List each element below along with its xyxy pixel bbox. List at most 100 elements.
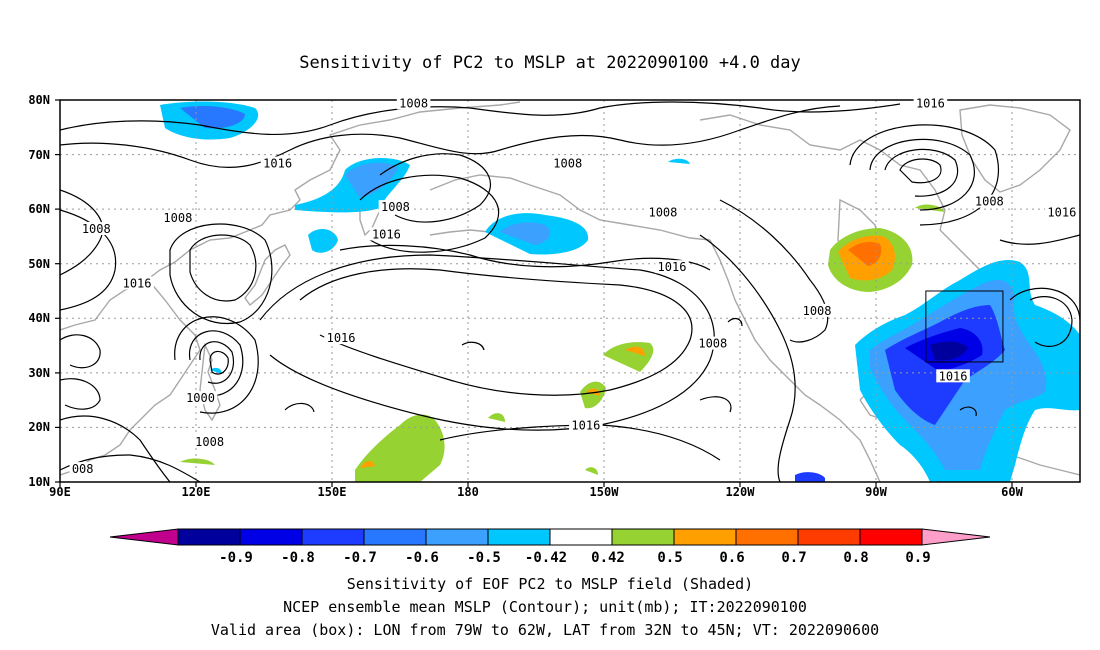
- contour-mid-1008: [60, 189, 104, 276]
- contour-label-bg: [1045, 205, 1079, 219]
- contour-label-bg: [183, 391, 218, 405]
- contour-atlantic-high: [1029, 296, 1073, 347]
- contour-west-wiggle-2: [60, 378, 101, 410]
- contour-label-bg: [646, 205, 680, 219]
- contour-label: 1016: [1047, 206, 1076, 220]
- colorbar-tick-label: -0.6: [405, 550, 439, 566]
- colorbar-box: [363, 528, 427, 546]
- contour-east-atlantic: [999, 234, 1080, 245]
- lon-label-120e: 120E: [182, 485, 211, 499]
- colorbar-max-triangle: [921, 528, 991, 546]
- colorbar-box: [797, 528, 861, 546]
- colorbar-tick-label: 0.6: [719, 550, 744, 566]
- contour-labels: 1008 1016 1016 1008 1008 1008 1016 1008 1008 1016…: [69, 96, 1079, 476]
- colorbar-box: [239, 528, 303, 546]
- contour-label: 1008: [803, 304, 832, 318]
- colorbar-box: [859, 528, 923, 546]
- contour-label-bg: [192, 434, 227, 448]
- contour-small-2: [727, 317, 743, 327]
- contour-west-wiggle: [60, 334, 101, 369]
- colorbar-tick-label: -0.42: [525, 550, 567, 566]
- contour-small-1: [461, 341, 485, 351]
- contour-typhoon-4: [174, 316, 259, 414]
- contour-label-bg: [396, 96, 431, 110]
- colorbar-tick-label: -0.7: [343, 550, 377, 566]
- contour-label: 1016: [327, 331, 356, 345]
- map-frame: [59, 99, 1081, 483]
- contour-label: 1008: [648, 206, 677, 220]
- contour-label: 1016: [123, 277, 152, 291]
- map-panel: 1008 1016 1016 1008 1008 1008 1016 1008 1008 1016…: [28, 93, 1081, 499]
- contour-pacific-high: [299, 268, 693, 396]
- contour-label: 1008: [975, 195, 1004, 209]
- coastline-japan: [244, 244, 291, 307]
- valid-area-box: [925, 290, 1004, 363]
- contour-label: 1016: [916, 96, 945, 110]
- contour-label-bg: [696, 336, 730, 350]
- contour-label-bg: [79, 221, 114, 235]
- lat-label-20n: 20N: [28, 420, 50, 434]
- contour-small-4: [959, 406, 977, 417]
- contour-label: 1016: [372, 227, 401, 241]
- contour-label-bg: [378, 200, 413, 214]
- contour-label-bg: [972, 194, 1007, 208]
- contour-label: 1008: [195, 435, 224, 449]
- contour-label: 1016: [658, 260, 687, 274]
- contour-bering-low-2: [359, 174, 500, 253]
- contour-label-bg: [69, 462, 96, 476]
- contour-label: 1016: [263, 156, 292, 170]
- contour-typhoon-3: [189, 330, 244, 397]
- lon-axis: 90E 120E 150E 180 150W 120W 90W 60W: [49, 482, 1024, 499]
- gridlines: [60, 100, 1080, 482]
- contour-1008-north: [60, 101, 901, 136]
- lat-label-60n: 60N: [28, 202, 50, 216]
- contour-label-bg: [260, 156, 295, 170]
- coastline-arctic-canada: [699, 114, 946, 231]
- contour-typhoon-1: [209, 350, 229, 375]
- contour-label: 1016: [571, 418, 600, 432]
- colorbar-box: [177, 528, 241, 546]
- coastline-alaska: [429, 174, 711, 241]
- shade-pos-hudson-red: [848, 242, 882, 266]
- lat-label-30n: 30N: [28, 366, 50, 380]
- lat-label-70n: 70N: [28, 148, 50, 162]
- contour-atlantic-high-2: [1009, 287, 1080, 321]
- contour-label-bg: [569, 418, 603, 432]
- colorbar-box: [673, 528, 737, 546]
- shade-neg-small-ph: [210, 367, 222, 374]
- lat-label-40n: 40N: [28, 311, 50, 325]
- shade-pos-small-2: [585, 467, 598, 475]
- caption-line-3: Valid area (box): LON from 79W to 62W, L…: [211, 621, 879, 639]
- colorbar-tick-label: 0.7: [781, 550, 806, 566]
- colorbar-box: [735, 528, 799, 546]
- shade-pos-pacific-mid: [580, 381, 606, 409]
- lon-label-120w: 120W: [726, 485, 756, 499]
- contour-label-bg: [369, 227, 404, 241]
- colorbar-box: [425, 528, 489, 546]
- shade-neg-small-alaska: [668, 158, 690, 164]
- lon-label-90e: 90E: [49, 485, 71, 499]
- shade-neg-west-arctic-core: [180, 106, 245, 129]
- lon-label-90w: 90W: [865, 485, 887, 499]
- contour-sw-1008-2: [60, 415, 171, 482]
- contour-south-pacific: [699, 396, 732, 413]
- contour-pacific-high-outer: [259, 254, 715, 431]
- contour-high-asia-2: [169, 223, 273, 324]
- colorbar-box: [611, 528, 675, 546]
- shade-pos-small-1: [488, 413, 505, 422]
- contour-greenland-low-2: [884, 148, 959, 197]
- shade-neg-atlantic-deep: [930, 341, 968, 361]
- contour-label-bg: [913, 96, 948, 110]
- lat-label-10n: 10N: [28, 475, 50, 489]
- contour-small-3: [284, 402, 315, 413]
- shade-pos-pacific-east-orange: [625, 346, 645, 356]
- colorbar-tick-label: 0.9: [905, 550, 930, 566]
- contour-label-bg: [936, 369, 970, 383]
- contour-label-bg: [120, 276, 154, 290]
- contour-label-bg: [655, 260, 689, 274]
- colorbar-tick-label: 0.42: [591, 550, 625, 566]
- contour-na-1016: [699, 234, 796, 482]
- contour-typhoon-2: [199, 341, 234, 384]
- colorbar-tick-label: -0.9: [219, 550, 253, 566]
